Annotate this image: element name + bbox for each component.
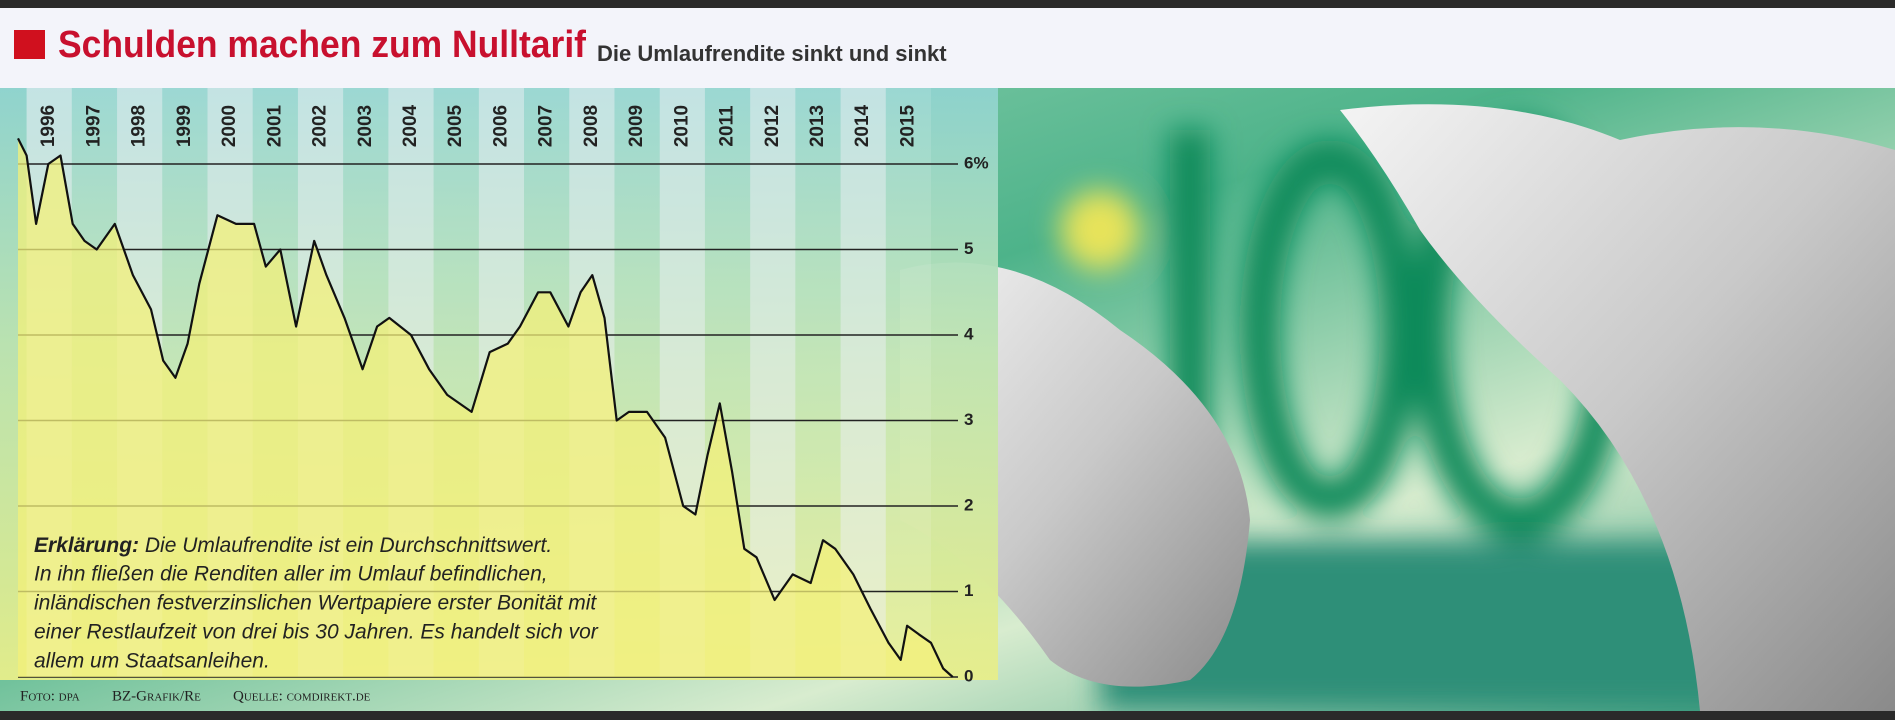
x-tick-label: 2006: [490, 105, 511, 147]
area: [18, 138, 953, 677]
credits: Foto: dpa BZ-Grafik/Re Quelle: comdirekt.d…: [20, 688, 371, 704]
y-tick-label: 3: [964, 410, 973, 429]
credit: BZ-Grafik/Re: [112, 688, 201, 704]
y-tick-label: 1: [964, 581, 973, 600]
year-band: [885, 88, 932, 677]
annotation: Erklärung: Die Umlaufrendite ist ein Dur…: [34, 534, 552, 557]
x-tick-label: 2002: [310, 105, 331, 147]
x-tick-label: 2003: [355, 105, 376, 147]
annotation-text: Die Umlaufrendite ist ein Durchschnittsw…: [145, 534, 552, 557]
x-tick-label: 2008: [581, 105, 602, 147]
x-tick-label: 2005: [445, 104, 466, 147]
credit: Foto: dpa: [20, 688, 80, 704]
chart-title: Schulden machen zum Nulltarif: [58, 24, 586, 66]
y-tick-label: 2: [964, 495, 973, 514]
x-tick-label: 2001: [264, 104, 285, 147]
annotation-line: inländischen festverzinslichen Wertpapie…: [34, 592, 597, 615]
credit: Quelle: comdirekt.de: [233, 688, 371, 704]
x-tick-label: 2004: [400, 104, 421, 147]
annotation-line: einer Restlaufzeit von drei bis 30 Jahre…: [34, 621, 599, 644]
annotation-line: allem um Staatsanleihen.: [34, 650, 270, 673]
annotation-label: Erklärung:: [34, 534, 139, 557]
chart-subtitle: Die Umlaufrendite sinkt und sinkt: [597, 41, 947, 66]
annotation-line: In ihn fließen die Renditen aller im Uml…: [34, 563, 548, 586]
line: [17, 137, 954, 678]
x-tick-label: 2011: [717, 105, 738, 147]
header: [0, 8, 1895, 88]
x-tick-label: 2000: [219, 105, 240, 147]
x-tick-label: 1996: [38, 105, 59, 147]
y-tick-label: 5: [964, 239, 973, 258]
title-marker: [14, 30, 45, 59]
x-tick-label: 2007: [536, 105, 557, 147]
x-tick-label: 2010: [671, 105, 692, 147]
x-tick-label: 2015: [897, 104, 918, 147]
annotation-lines: In ihn fließen die Renditen aller im Uml…: [34, 563, 599, 673]
y-tick-label: 0: [964, 666, 973, 685]
plot: [17, 137, 954, 678]
y-tick-label: 4: [964, 324, 974, 343]
x-tick-label: 1998: [129, 105, 150, 147]
x-tick-label: 1999: [174, 105, 195, 147]
x-tick-label: 2009: [626, 105, 647, 147]
x-tick-label: 2013: [807, 105, 828, 147]
x-tick-label: 2012: [762, 105, 783, 147]
bull-figure: [1340, 104, 1895, 712]
bottom-bar: [0, 711, 1895, 720]
x-tick-label: 1997: [83, 105, 104, 147]
y-tick-label: 6%: [964, 153, 989, 172]
x-tick-label: 2014: [852, 104, 873, 147]
